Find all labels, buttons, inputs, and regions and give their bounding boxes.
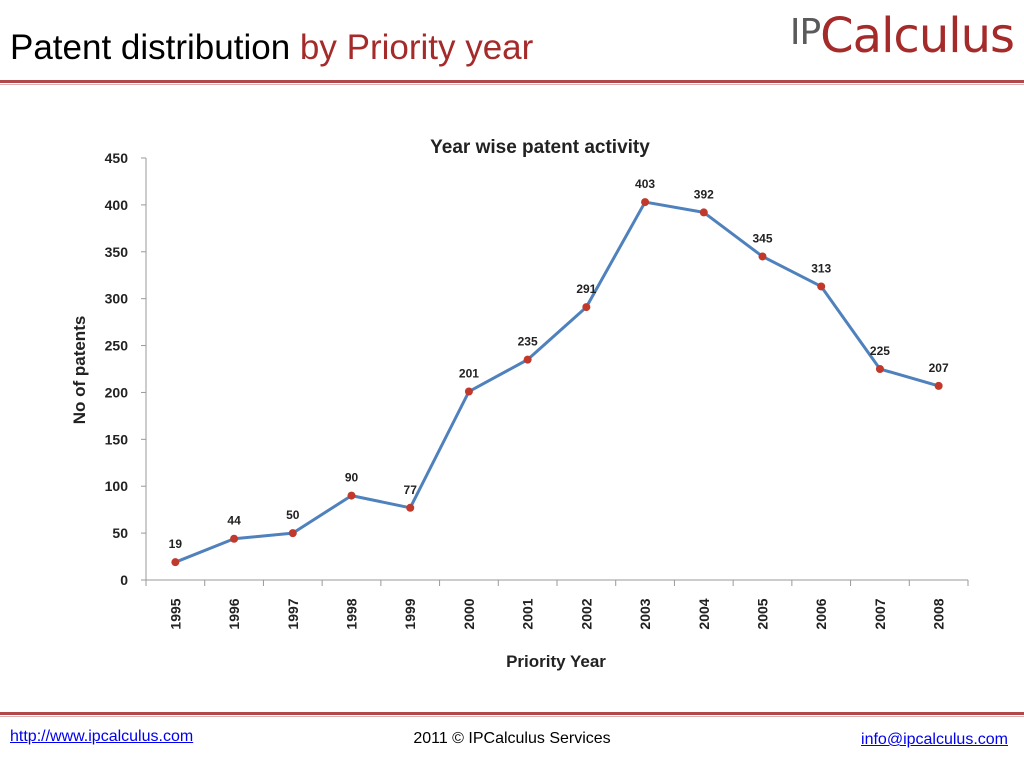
- data-point: [523, 355, 532, 364]
- y-tick-label: 300: [105, 291, 129, 307]
- data-label: 403: [635, 177, 655, 191]
- y-tick-label: 450: [105, 150, 129, 166]
- series-line: [174, 200, 940, 564]
- data-point: [288, 529, 297, 538]
- email-link[interactable]: info@ipcalculus.com: [861, 731, 1008, 748]
- y-tick-label: 50: [112, 525, 128, 541]
- slide-title: Patent distribution by Priority year: [10, 28, 533, 68]
- logo-ip-text: IP: [789, 12, 821, 53]
- y-tick-label: 200: [105, 384, 129, 400]
- y-tick-label: 0: [120, 572, 128, 588]
- footer-divider-shadow: [0, 716, 1024, 717]
- footer-copyright: 2011 © IPCalculus Services: [413, 730, 611, 747]
- data-point: [230, 534, 239, 543]
- data-label: 90: [345, 471, 359, 485]
- data-label: 345: [752, 231, 772, 245]
- x-tick-label: 2004: [696, 598, 712, 629]
- data-point: [699, 208, 708, 217]
- data-point: [641, 198, 650, 207]
- data-label: 225: [870, 344, 890, 358]
- header-divider: [0, 80, 1024, 83]
- x-tick-label: 2000: [461, 598, 477, 629]
- y-axis-label: No of patents: [70, 316, 89, 425]
- y-ticks: 0 50 100 150 200 250 300 350 400 450: [105, 150, 146, 588]
- data-point: [406, 503, 415, 512]
- series-patents: [171, 198, 943, 567]
- y-tick-label: 350: [105, 244, 129, 260]
- x-tick-label: 2007: [872, 598, 888, 629]
- data-label: 19: [169, 537, 183, 551]
- x-tick-label: 2002: [578, 598, 594, 629]
- website-link[interactable]: http://www.ipcalculus.com: [10, 728, 194, 745]
- y-tick-label: 250: [105, 338, 129, 354]
- data-label: 235: [518, 335, 538, 349]
- header-divider-shadow: [0, 84, 1024, 85]
- x-tick-label: 2005: [755, 598, 771, 629]
- y-tick-label: 100: [105, 478, 129, 494]
- chart-title: Year wise patent activity: [430, 137, 650, 158]
- slide-title-main: Patent distribution: [10, 28, 291, 67]
- data-point: [582, 303, 591, 312]
- data-point: [464, 387, 473, 396]
- y-tick-label: 400: [105, 197, 129, 213]
- data-label: 313: [811, 261, 831, 275]
- x-tick-label: 2006: [813, 598, 829, 629]
- data-point: [347, 491, 356, 500]
- x-ticks: 1995 1996 1997 1998 1999 2000 2001 2002 2003 2004…: [145, 580, 969, 630]
- data-point: [934, 381, 943, 390]
- footer-divider: [0, 712, 1024, 715]
- x-tick-label: 2008: [931, 598, 947, 629]
- data-point: [817, 282, 826, 291]
- x-tick-label: 1998: [344, 598, 360, 629]
- data-point: [875, 365, 884, 373]
- data-label: 44: [227, 514, 241, 528]
- x-tick-label: 2003: [637, 598, 653, 629]
- data-label: 392: [694, 187, 714, 201]
- x-tick-label: 2001: [520, 598, 536, 629]
- chart-axes: [145, 158, 968, 581]
- x-axis-label: Priority Year: [506, 652, 606, 671]
- y-tick-label: 150: [105, 431, 129, 447]
- ipcalculus-logo: IPCalculus: [789, 8, 1015, 64]
- x-tick-label: 1996: [226, 598, 242, 629]
- slide-title-accent: by Priority year: [299, 28, 534, 67]
- data-label: 201: [459, 367, 479, 381]
- x-tick-label: 1999: [402, 598, 418, 629]
- data-label: 77: [404, 483, 418, 497]
- x-tick-label: 1997: [285, 598, 301, 629]
- data-label: 50: [286, 508, 300, 522]
- data-labels: 19 44 50 90 77 201 235 291 403 392 345 313 225 207: [169, 177, 949, 551]
- data-point: [171, 558, 180, 567]
- data-point: [758, 252, 767, 261]
- logo-calculus-text: Calculus: [820, 8, 1015, 64]
- data-label: 291: [576, 282, 596, 296]
- line-chart: Year wise patent activity No of patents …: [70, 137, 969, 671]
- x-tick-label: 1995: [167, 598, 183, 629]
- data-label: 207: [929, 361, 949, 375]
